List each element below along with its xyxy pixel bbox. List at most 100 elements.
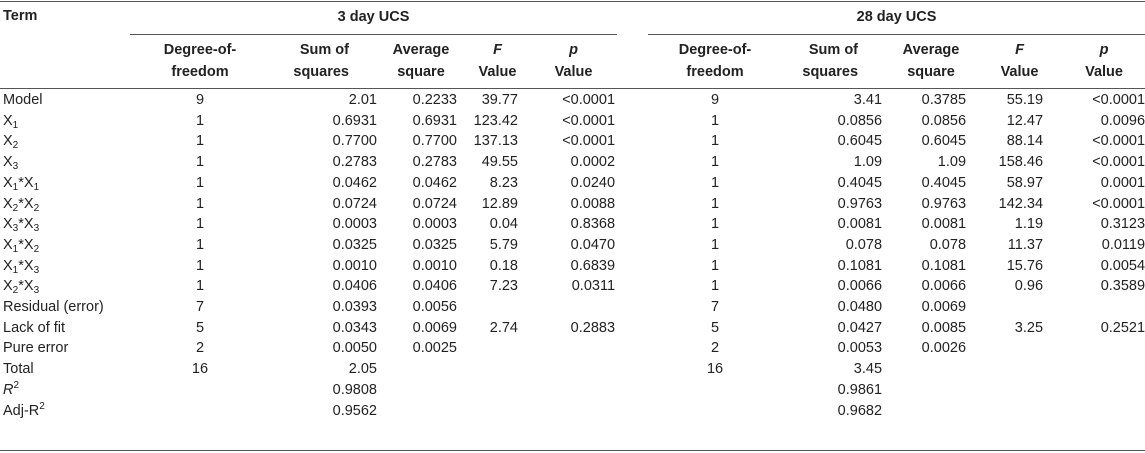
28day-p-value-cell: 0.0119 — [1101, 236, 1145, 253]
3day-f-value-cell: 5.79 — [489, 236, 518, 253]
3day-average-square-cell — [377, 380, 465, 401]
row-term: Lack of fit — [3, 319, 66, 336]
28day-p-value-cell: <0.0001 — [1092, 154, 1145, 171]
3day-sum-of-squares-cell: 0.0406 — [332, 278, 377, 295]
3day-sum-of-squares-cell: 0.9562 — [332, 402, 377, 419]
3day-sum-of-squares-cell: 0.0462 — [332, 174, 377, 191]
row-term: R2 — [3, 379, 20, 398]
table-row: Adj-R2 0.9562 0.9682 — [0, 401, 1145, 422]
28day-p-value-cell: 0.0096 — [1100, 112, 1145, 129]
3day-p-value-cell: 0.0240 — [570, 174, 616, 191]
table-row: X1*X1 1 0.0462 0.0462 8.23 0.0240 1 0.4045 0.404… — [0, 173, 1145, 194]
28day-degree-of-freedom-cell — [648, 380, 782, 401]
3day-average-square-cell: 0.2783 — [412, 154, 457, 171]
table-row: X1*X3 1 0.0010 0.0010 0.18 0.6839 1 0.1081 0.108… — [0, 256, 1145, 277]
28day-sum-of-squares-cell: 3.45 — [853, 361, 883, 378]
header-3day-sum-of-squares: Sum of squares — [293, 42, 349, 80]
28day-degree-of-freedom-cell: 5 — [710, 319, 720, 336]
3day-f-value-cell: 8.23 — [489, 174, 518, 191]
28day-sum-of-squares-cell: 0.9763 — [837, 195, 883, 212]
table-top-rule — [0, 1, 1145, 2]
3day-f-value-cell — [465, 297, 530, 318]
gap-cell — [617, 401, 648, 422]
28day-sum-of-squares-cell: 0.078 — [845, 236, 883, 253]
3day-average-square-cell: 0.0010 — [412, 257, 457, 274]
3day-f-value-cell: 0.18 — [489, 257, 518, 274]
table-row: X1 1 0.6931 0.6931 123.42 <0.0001 1 0.0856 0.085… — [0, 111, 1145, 132]
3day-sum-of-squares-cell: 0.0724 — [332, 195, 377, 212]
28day-p-value-cell: <0.0001 — [1092, 92, 1145, 108]
header-group-3day: 3 day UCS — [337, 9, 410, 25]
28day-average-square-cell: 0.0085 — [921, 319, 967, 336]
28day-degree-of-freedom-cell: 1 — [710, 257, 720, 274]
28day-f-value-cell — [976, 338, 1063, 359]
3day-p-value-cell: 0.6839 — [570, 257, 616, 274]
table-row: X2 1 0.7700 0.7700 137.13 <0.0001 1 0.6045 0.604… — [0, 131, 1145, 152]
header-gap-cell — [617, 32, 648, 90]
3day-average-square-cell: 0.0056 — [412, 299, 457, 316]
row-term: X1 — [3, 112, 19, 131]
header-3day-p-value: p Value — [554, 42, 593, 80]
28day-sum-of-squares-cell: 0.9682 — [837, 402, 883, 419]
3day-f-value-cell: 137.13 — [473, 133, 518, 150]
28day-average-square-cell: 0.0081 — [921, 216, 967, 233]
row-term: Residual (error) — [3, 299, 104, 316]
28day-p-value-cell — [1063, 359, 1145, 380]
3day-average-square-cell: 0.0406 — [412, 278, 457, 295]
3day-degree-of-freedom-cell: 16 — [191, 361, 209, 378]
3day-f-value-cell — [465, 401, 530, 422]
table-row: R2 0.9808 0.9861 — [0, 380, 1145, 401]
28day-sum-of-squares-cell: 0.0053 — [837, 340, 883, 357]
3day-sum-of-squares-cell: 0.9808 — [332, 381, 377, 398]
gap-cell — [617, 235, 648, 256]
header-3day-average-square: Average square — [392, 42, 450, 80]
28day-f-value-cell — [976, 380, 1063, 401]
28day-sum-of-squares-cell: 3.41 — [853, 92, 883, 108]
header-28day-f-value: F Value — [1000, 42, 1039, 80]
28day-f-value-cell: 58.97 — [1006, 174, 1044, 191]
3day-p-value-cell — [530, 401, 617, 422]
gap-cell — [617, 173, 648, 194]
3day-sum-of-squares-cell: 0.0003 — [332, 216, 377, 233]
3day-p-value-cell: 0.0088 — [570, 195, 616, 212]
3day-f-value-cell: 39.77 — [481, 92, 518, 108]
3day-p-value-cell: <0.0001 — [562, 92, 616, 108]
28day-degree-of-freedom-cell: 16 — [706, 361, 724, 378]
28day-p-value-cell: 0.0054 — [1100, 257, 1145, 274]
table-row: Lack of fit 5 0.0343 0.0069 2.74 0.2883 5 0.042… — [0, 318, 1145, 339]
column-header-row: Degree-of-freedom Sum of squares Average squ… — [0, 32, 1145, 90]
3day-degree-of-freedom-cell: 1 — [195, 236, 205, 253]
28day-p-value-cell: <0.0001 — [1092, 133, 1145, 150]
3day-f-value-cell: 2.74 — [489, 319, 518, 336]
anova-table: Term 3 day UCS 28 day UCS Degree-of-free… — [0, 8, 1145, 421]
header-28day-average-square: Average square — [902, 42, 960, 80]
3day-p-value-cell: 0.0311 — [571, 278, 616, 295]
table-body: Model 9 2.01 0.2233 39.77 <0.0001 9 3.41 0.3785 5… — [0, 90, 1145, 421]
3day-average-square-cell: 0.0069 — [412, 319, 457, 336]
28day-average-square-cell: 0.6045 — [921, 133, 967, 150]
header-28day-degree-of-freedom: Degree-of-freedom — [678, 42, 752, 80]
3day-sum-of-squares-cell: 0.0343 — [332, 319, 377, 336]
28day-p-value-cell — [1063, 380, 1145, 401]
3day-sum-of-squares-cell: 0.2783 — [332, 154, 377, 171]
table-row: X3*X3 1 0.0003 0.0003 0.04 0.8368 1 0.0081 0.008… — [0, 214, 1145, 235]
28day-f-value-cell: 158.46 — [998, 154, 1044, 171]
gap-cell — [617, 380, 648, 401]
28day-f-value-cell: 0.96 — [1014, 278, 1044, 295]
header-3day-degree-of-freedom: Degree-of-freedom — [163, 42, 237, 80]
3day-p-value-cell: 0.0470 — [570, 236, 616, 253]
28day-average-square-cell: 0.9763 — [921, 195, 967, 212]
28day-sum-of-squares-cell: 0.0427 — [837, 319, 883, 336]
3day-degree-of-freedom-cell: 9 — [195, 92, 205, 108]
gap-cell — [617, 338, 648, 359]
gap-cell — [617, 214, 648, 235]
3day-degree-of-freedom-cell: 1 — [195, 133, 205, 150]
gap-cell — [617, 276, 648, 297]
28day-p-value-cell — [1063, 297, 1145, 318]
3day-degree-of-freedom-cell: 7 — [195, 299, 205, 316]
3day-average-square-cell: 0.0003 — [412, 216, 457, 233]
28day-average-square-cell: 0.0026 — [921, 340, 967, 357]
table-row: X1*X2 1 0.0325 0.0325 5.79 0.0470 1 0.078 0.078 1… — [0, 235, 1145, 256]
28day-f-value-cell — [976, 359, 1063, 380]
3day-p-value-cell: 0.0002 — [570, 154, 616, 171]
